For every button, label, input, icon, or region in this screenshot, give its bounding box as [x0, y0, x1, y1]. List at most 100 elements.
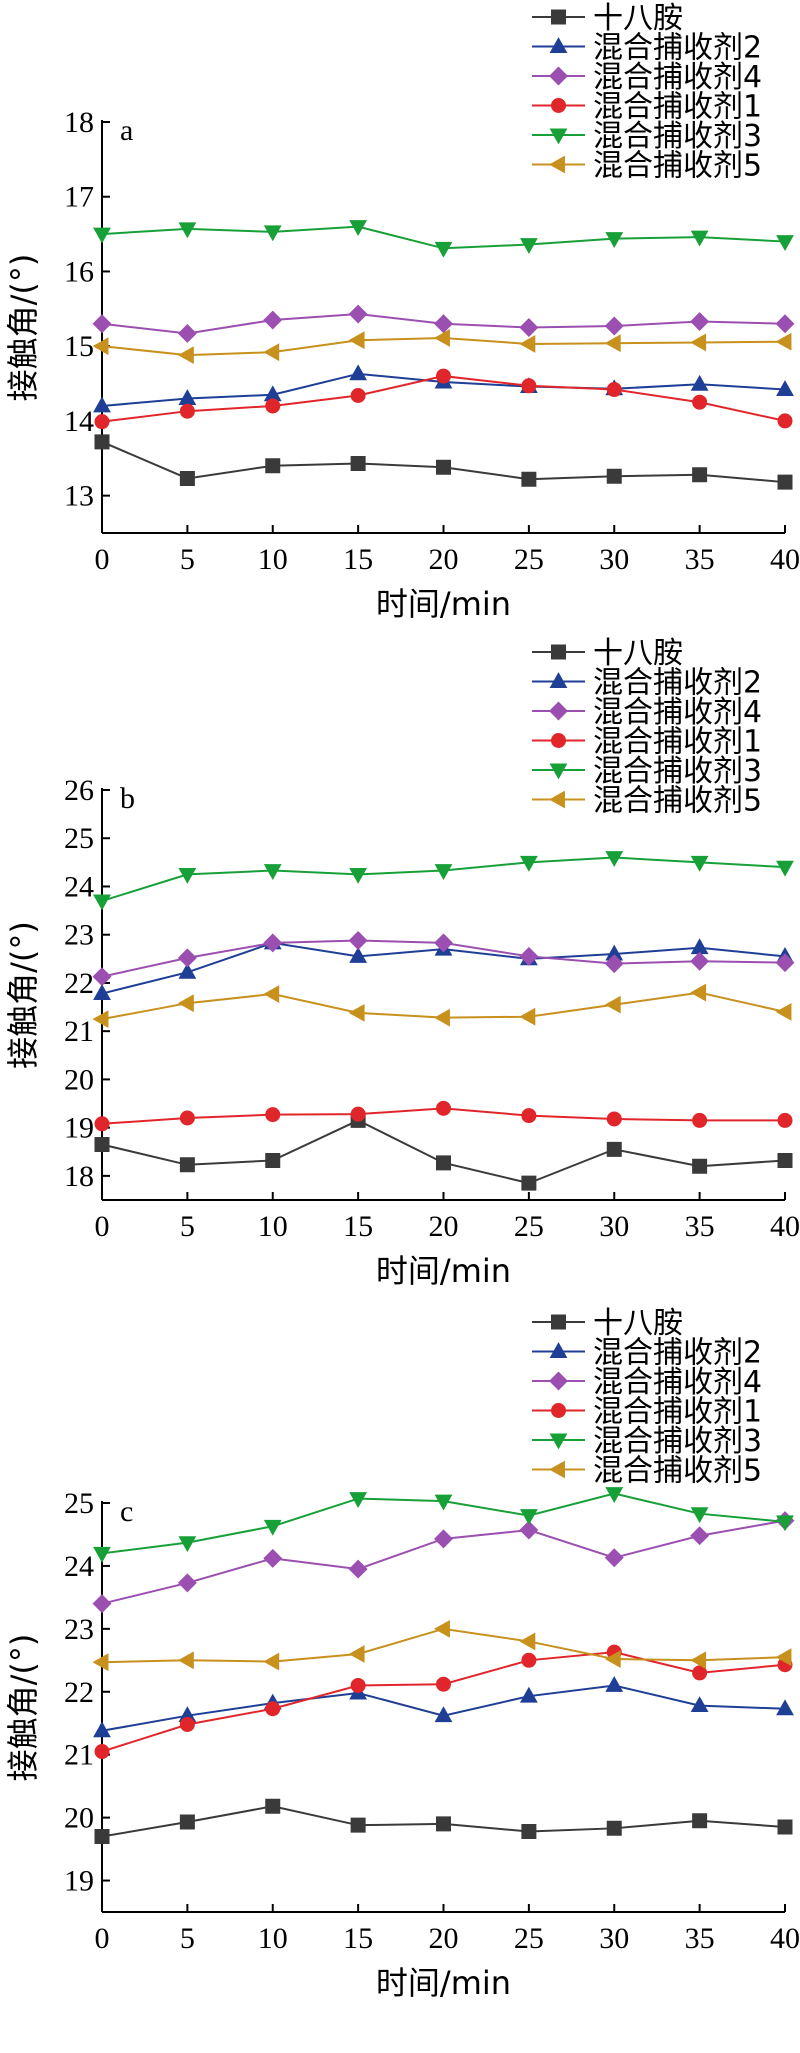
data-point	[179, 470, 195, 486]
data-point	[606, 382, 622, 398]
chart-panel-a: 13 14 15 16 17 18 0 5 10 15 20 25 30 35 40 a 时间/min 接触角/(…	[4, 1, 800, 623]
data-point	[776, 1699, 794, 1716]
data-point	[777, 474, 793, 490]
data-point	[604, 334, 621, 353]
data-point	[519, 946, 539, 966]
data-point	[690, 951, 710, 971]
data-point	[690, 230, 709, 247]
data-point	[265, 1107, 281, 1123]
data-point	[93, 984, 111, 1001]
legend-item: 混合捕收剂2	[532, 666, 762, 701]
data-point	[777, 413, 793, 429]
y-tick-label: 22	[64, 967, 94, 1000]
legend-item: 混合捕收剂1	[532, 1395, 762, 1430]
legend-label: 混合捕收剂4	[593, 695, 762, 730]
legend-item: 混合捕收剂3	[532, 119, 762, 154]
legend-marker	[549, 790, 565, 809]
data-point	[434, 329, 450, 347]
y-tick-label: 19	[64, 1865, 94, 1898]
legend-label: 混合捕收剂2	[593, 31, 762, 66]
data-point	[692, 1158, 708, 1174]
y-tick-label: 25	[64, 1487, 94, 1520]
data-point	[350, 1677, 366, 1693]
data-point	[349, 946, 368, 963]
y-axis-title: 接触角/(°)	[4, 1634, 42, 1782]
series-1-a	[94, 434, 793, 490]
y-tick-label: 20	[64, 1802, 94, 1835]
data-point	[690, 333, 707, 352]
x-tick-label: 40	[770, 1210, 800, 1243]
data-point	[265, 398, 281, 414]
x-tick-label: 5	[180, 1210, 195, 1243]
data-point	[777, 1152, 793, 1168]
data-point	[434, 1008, 450, 1027]
data-point	[263, 343, 280, 362]
data-point	[519, 238, 538, 254]
data-point	[177, 994, 194, 1013]
data-point	[348, 331, 365, 350]
series-4-b	[94, 1100, 793, 1132]
data-point	[178, 1536, 197, 1553]
legend-item: 混合捕收剂4	[532, 1365, 762, 1400]
x-tick-label: 35	[685, 543, 715, 576]
series-1-c	[94, 1798, 793, 1844]
data-point	[94, 1828, 110, 1844]
data-point	[263, 985, 280, 1003]
data-point	[350, 1106, 366, 1122]
data-point	[521, 1652, 537, 1668]
data-point	[349, 364, 368, 381]
data-point	[265, 1798, 281, 1814]
legend-item: 十八胺	[532, 1, 683, 36]
y-axis-title: 接触角/(°)	[4, 254, 42, 402]
legend-label: 混合捕收剂3	[593, 1424, 762, 1459]
x-tick-label: 10	[258, 1210, 288, 1243]
data-point	[93, 1546, 111, 1563]
legend-label: 混合捕收剂5	[593, 784, 762, 819]
series-4-a	[94, 368, 793, 430]
legend-label: 混合捕收剂1	[593, 90, 762, 125]
data-point	[519, 1509, 538, 1526]
legend-marker	[549, 1371, 568, 1391]
data-point	[519, 1007, 536, 1026]
data-point	[263, 864, 282, 880]
legend-marker	[549, 672, 568, 688]
legend-item: 混合捕收剂2	[532, 31, 762, 66]
x-tick-label: 0	[95, 543, 110, 576]
data-point	[519, 1686, 538, 1703]
legend-marker	[551, 9, 566, 25]
data-point	[263, 1548, 283, 1568]
x-tick-label: 5	[180, 1922, 195, 1955]
data-point	[179, 403, 195, 419]
data-point	[436, 368, 451, 384]
legend-marker	[551, 98, 566, 113]
data-point	[177, 324, 197, 343]
series-4-c	[94, 1644, 793, 1760]
y-tick-label: 15	[64, 330, 94, 363]
legend-label: 混合捕收剂1	[593, 1395, 762, 1430]
data-point	[606, 1141, 622, 1157]
data-point	[605, 1487, 624, 1503]
x-axis-title: 时间/min	[376, 1252, 511, 1290]
legend-label: 十八胺	[593, 636, 683, 671]
y-tick-label: 17	[64, 181, 94, 214]
data-point	[434, 1529, 453, 1549]
data-point	[177, 948, 197, 968]
data-point	[604, 1548, 624, 1568]
data-point	[179, 1110, 195, 1126]
series-6-a	[92, 329, 792, 365]
series-6-c	[92, 1619, 792, 1672]
legend-marker	[549, 155, 565, 174]
data-point	[776, 860, 794, 877]
legend-item: 混合捕收剂5	[532, 784, 762, 819]
x-tick-label: 30	[599, 543, 629, 576]
legend-item: 混合捕收剂4	[532, 60, 762, 95]
y-tick-label: 24	[64, 1550, 94, 1583]
data-point	[690, 1526, 710, 1546]
chart-panel-c: 19 20 21 22 23 24 25 0 5 10 15 20 25 30 35 40 c 时间/min 接触角…	[4, 1306, 800, 2002]
data-point	[94, 414, 110, 430]
data-point	[775, 1648, 792, 1667]
y-tick-label: 23	[64, 919, 94, 952]
legend-label: 混合捕收剂2	[593, 1336, 762, 1371]
